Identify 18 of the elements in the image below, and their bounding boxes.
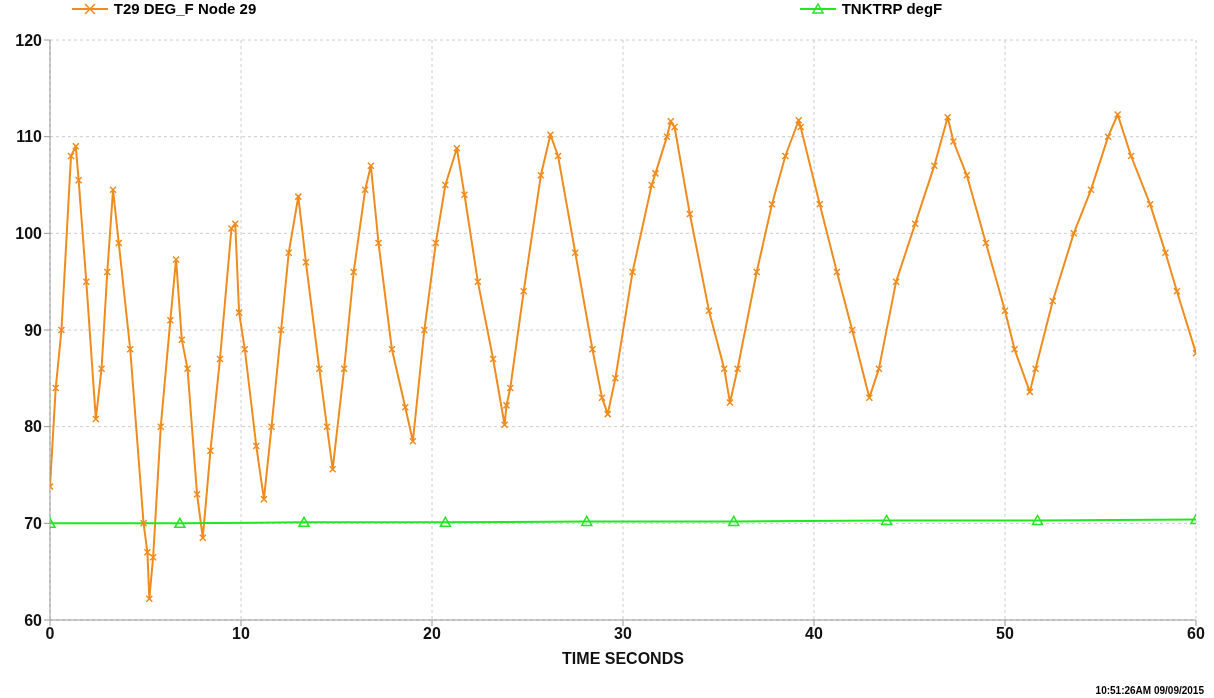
y-tick-label: 70	[24, 515, 43, 533]
y-tick-label: 90	[24, 321, 43, 339]
y-tick-label: 80	[24, 418, 43, 436]
y-tick-label: 60	[24, 611, 43, 629]
y-tick-label: 120	[15, 31, 43, 49]
y-tick-label: 100	[15, 225, 43, 243]
x-tick-label: 10	[232, 625, 250, 643]
x-tick-label: 0	[45, 625, 55, 643]
x-tick-label: 20	[423, 625, 441, 643]
x-tick-label: 30	[614, 625, 632, 643]
y-tick-label: 110	[16, 128, 43, 146]
x-tick-label: 40	[805, 625, 823, 643]
x-tick-label: 60	[1187, 625, 1205, 643]
x-axis-title: TIME SECONDS	[562, 650, 685, 667]
legend-label: TNKTRP degF	[841, 0, 943, 17]
legend-label: T29 DEG_F Node 29	[113, 0, 257, 17]
x-tick-label: 50	[996, 625, 1014, 643]
text: 10:51:26AM 09/09/2015	[1095, 685, 1204, 696]
